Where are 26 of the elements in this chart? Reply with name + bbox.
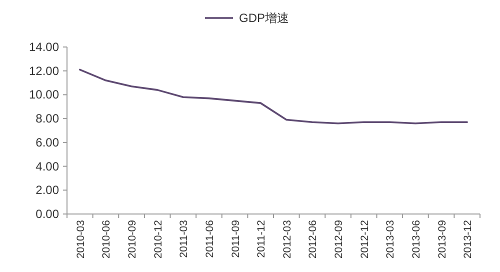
y-tick-label: 6.00 bbox=[36, 135, 60, 150]
y-tick-label: 4.00 bbox=[36, 159, 60, 174]
x-tick-label: 2010-12 bbox=[152, 220, 164, 259]
x-tick-label: 2013-06 bbox=[410, 220, 422, 259]
x-tick-label: 2011-03 bbox=[178, 220, 190, 258]
x-tick-label: 2011-12 bbox=[256, 220, 268, 258]
y-tick-label: 12.00 bbox=[28, 64, 60, 78]
x-tick-label: 2012-06 bbox=[307, 220, 320, 259]
line-series bbox=[79, 68, 468, 124]
y-tick-label: 10.00 bbox=[28, 88, 60, 102]
x-tick-label: 2011-06 bbox=[204, 220, 216, 258]
x-tick-label: 2012-12 bbox=[358, 220, 371, 259]
x-tick-label: 2010-03 bbox=[74, 220, 87, 259]
x-tick-label: 2012-03 bbox=[281, 220, 294, 259]
y-tick-label: 0.00 bbox=[36, 207, 60, 221]
x-tick-label: 2012-09 bbox=[333, 220, 346, 259]
x-tick-label: 2010-09 bbox=[126, 220, 139, 259]
x-tick-label: 2011-09 bbox=[230, 220, 242, 258]
y-tick-label: 2.00 bbox=[36, 183, 60, 198]
x-tick-label: 2013-03 bbox=[384, 220, 397, 259]
x-tick-label: 2013-09 bbox=[436, 220, 448, 259]
legend-label: GDP增速 bbox=[239, 11, 290, 25]
y-tick-label: 8.00 bbox=[36, 112, 60, 126]
y-tick-label: 14.00 bbox=[28, 40, 60, 54]
x-tick-label: 2010-06 bbox=[100, 220, 113, 259]
x-tick-label: 2013-12 bbox=[462, 220, 474, 259]
